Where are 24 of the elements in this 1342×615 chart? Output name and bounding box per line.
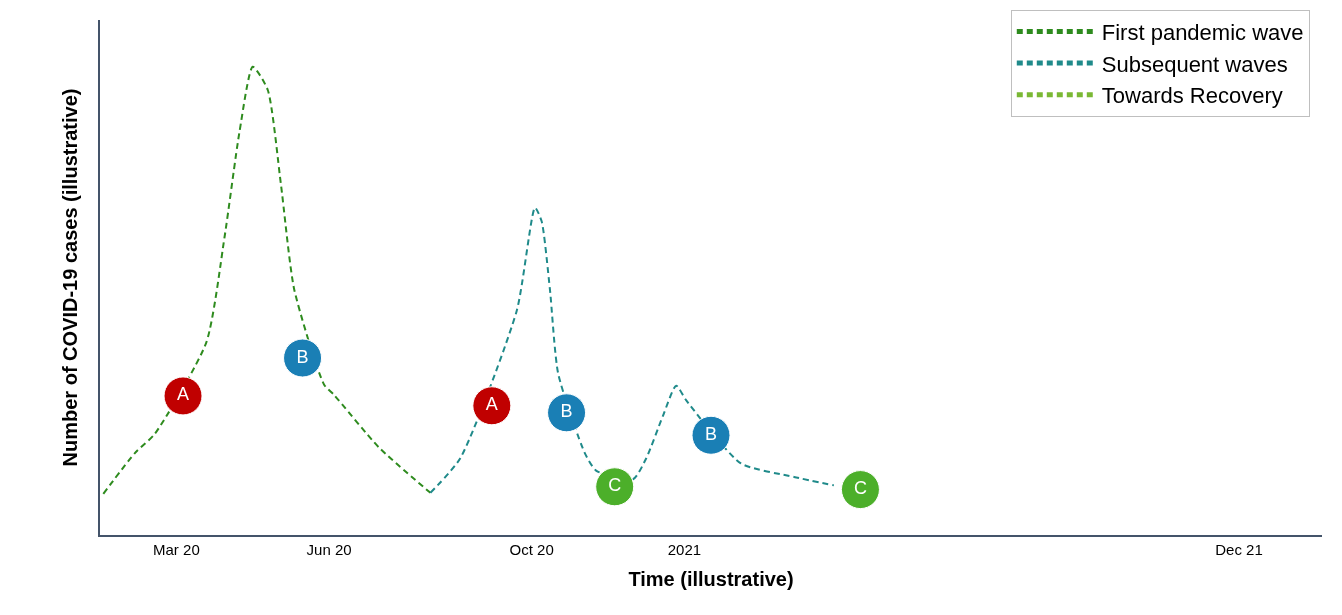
x-tick-label: Oct 20 xyxy=(509,541,554,558)
series-label: B xyxy=(560,401,573,422)
point xyxy=(595,467,635,507)
point xyxy=(283,338,323,378)
series-label: A xyxy=(485,394,498,415)
x-tick-label: Dec 21 xyxy=(1215,541,1263,558)
x-tick-label: Mar 20 xyxy=(153,541,200,558)
text: B xyxy=(296,346,309,367)
x-tick-label: 2021 xyxy=(667,541,702,558)
point xyxy=(840,470,880,510)
x-axis-title: Time (illustrative) xyxy=(628,568,794,590)
point xyxy=(691,415,731,455)
legend-label: First pandemic wave xyxy=(1101,20,1304,46)
point xyxy=(472,386,512,426)
text: B xyxy=(704,423,718,444)
point xyxy=(547,393,587,433)
text: A xyxy=(177,384,190,405)
x-tick-label: Jun 20 xyxy=(306,541,352,558)
point xyxy=(163,376,203,416)
text: C xyxy=(608,475,622,496)
y-axis-title: Number of COVID-19 cases (illustrative) xyxy=(59,88,81,467)
legend-label: Towards Recovery xyxy=(1101,83,1283,109)
legend-label: Subsequent waves xyxy=(1101,51,1288,77)
series-label: C xyxy=(853,478,867,499)
